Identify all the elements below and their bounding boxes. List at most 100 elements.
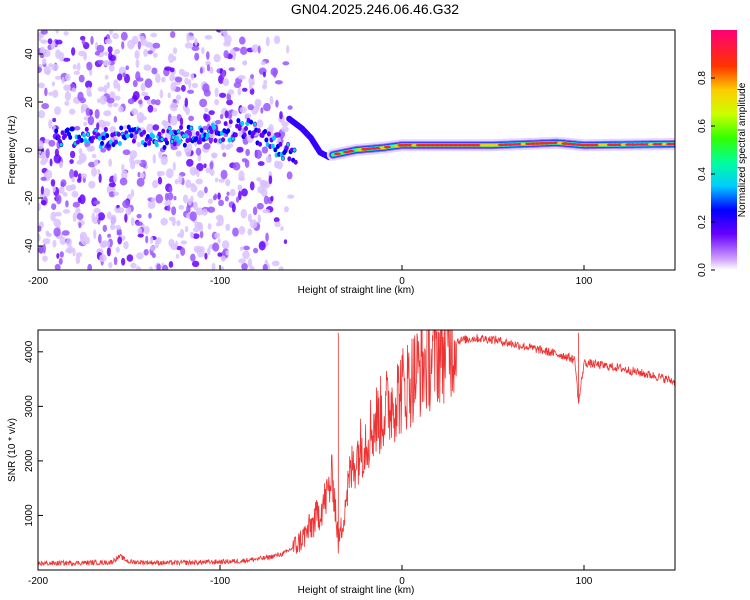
- noise-blob: [204, 107, 209, 113]
- carrier-core: [383, 145, 391, 149]
- noise-blob: [241, 188, 248, 197]
- noise-blob: [164, 192, 169, 201]
- noise-blob: [256, 177, 262, 182]
- noise-blob: [62, 57, 71, 62]
- noise-blob: [164, 200, 172, 207]
- noise-blob: [178, 175, 183, 185]
- noise-blob: [115, 246, 120, 253]
- noise-blob: [117, 236, 123, 245]
- noise-blob: [118, 106, 124, 113]
- noise-blob: [73, 70, 80, 75]
- noise-blob: [119, 177, 128, 186]
- noise-blob: [38, 110, 46, 119]
- noise-blob: [184, 225, 189, 233]
- noise-blob: [72, 201, 80, 208]
- noise-blob: [282, 61, 290, 66]
- noise-blob: [238, 190, 242, 201]
- noise-blob: [249, 181, 255, 191]
- noise-blob: [207, 247, 211, 256]
- noise-blob: [168, 186, 173, 193]
- noise-blob: [113, 256, 118, 266]
- noise-blob: [107, 233, 112, 238]
- noise-blob: [48, 119, 53, 129]
- noise-blob: [165, 168, 174, 179]
- noise-blob: [239, 106, 247, 114]
- spectrogram-ytick-label: -20: [24, 190, 35, 205]
- noise-blob: [221, 70, 226, 78]
- noise-blob: [195, 147, 202, 156]
- noise-blob: [113, 191, 120, 196]
- noise-blob: [151, 67, 158, 75]
- noise-blob: [78, 74, 85, 83]
- noise-blob: [94, 108, 100, 119]
- noise-blob: [218, 178, 225, 183]
- noise-blob: [276, 161, 283, 170]
- noise-blob: [168, 216, 176, 222]
- noise-blob: [132, 90, 140, 101]
- ridge-blob: [258, 141, 263, 147]
- noise-blob: [220, 142, 226, 151]
- ridge-blob: [142, 129, 147, 135]
- noise-blob: [121, 170, 128, 180]
- ridge-blob: [157, 131, 162, 137]
- noise-blob: [80, 173, 88, 179]
- noise-blob: [168, 53, 175, 64]
- ridge-blob: [129, 133, 134, 139]
- noise-blob: [143, 48, 148, 57]
- noise-blob: [178, 204, 185, 210]
- noise-blob: [58, 257, 63, 265]
- spectrogram-x-ticks: -200 -100 0 100: [28, 265, 593, 287]
- noise-blob: [203, 163, 207, 169]
- noise-blob: [38, 233, 41, 242]
- noise-blob: [129, 156, 135, 164]
- noise-blob: [40, 30, 48, 35]
- noise-blob: [93, 207, 101, 214]
- ridge-blob: [79, 137, 84, 143]
- ridge-core: [292, 148, 296, 152]
- noise-blob: [167, 192, 174, 201]
- noise-blob: [103, 60, 111, 66]
- noise-blob: [38, 149, 42, 155]
- noise-blob: [214, 232, 221, 239]
- ridge-blob: [236, 118, 241, 124]
- noise-blob: [268, 175, 273, 185]
- noise-blob: [147, 200, 156, 210]
- noise-blob: [201, 208, 208, 216]
- noise-blob: [206, 64, 211, 72]
- noise-blob: [180, 84, 186, 92]
- ridge-core: [126, 134, 130, 138]
- noise-blob: [83, 51, 88, 61]
- noise-blob: [114, 95, 121, 101]
- noise-blob: [137, 227, 143, 235]
- noise-blob: [187, 198, 192, 206]
- ridge-blob: [212, 125, 217, 131]
- noise-blob: [275, 99, 279, 108]
- noise-blob: [161, 76, 166, 83]
- noise-blob: [156, 263, 161, 270]
- noise-blob: [97, 86, 105, 92]
- noise-blob: [278, 266, 284, 270]
- ridge-core: [189, 126, 193, 130]
- noise-blob: [104, 38, 113, 45]
- noise-blob: [237, 74, 246, 80]
- noise-blob: [184, 77, 189, 85]
- ridge-blob: [175, 135, 180, 141]
- ridge-blob: [249, 119, 254, 125]
- noise-blob: [225, 250, 229, 256]
- noise-blob: [130, 189, 135, 198]
- noise-blob: [131, 35, 139, 45]
- noise-blob: [159, 89, 164, 99]
- noise-blob: [184, 42, 193, 49]
- noise-blob: [109, 103, 113, 108]
- snr-y-ticks: 1000 2000 3000 4000: [24, 340, 43, 527]
- noise-blob: [145, 43, 153, 48]
- ridge-blob: [143, 142, 148, 148]
- spectrogram-xtick-label: -100: [210, 276, 230, 287]
- spectrogram-xlabel: Height of straight line (km): [298, 285, 415, 296]
- noise-blob: [97, 168, 101, 175]
- ridge-blob: [68, 134, 73, 140]
- noise-blob: [225, 223, 231, 231]
- noise-blob: [257, 161, 265, 166]
- noise-blob: [107, 46, 113, 53]
- noise-blob: [214, 87, 219, 98]
